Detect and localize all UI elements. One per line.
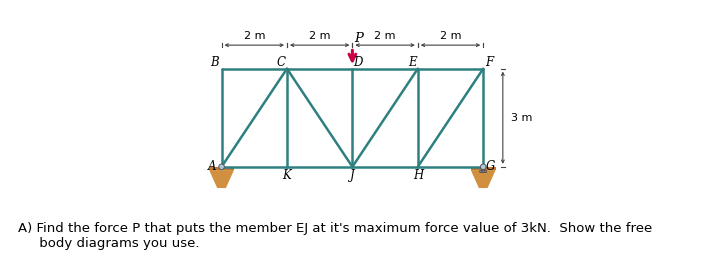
Circle shape: [480, 164, 486, 170]
Text: 2 m: 2 m: [440, 31, 461, 41]
Text: K: K: [282, 170, 291, 182]
Text: A: A: [208, 160, 217, 173]
Circle shape: [219, 164, 225, 170]
Text: 2 m: 2 m: [244, 31, 265, 41]
Text: C: C: [277, 56, 285, 69]
FancyBboxPatch shape: [470, 167, 495, 170]
Circle shape: [482, 170, 485, 173]
FancyBboxPatch shape: [209, 167, 234, 170]
Text: 2 m: 2 m: [309, 31, 330, 41]
Text: G: G: [485, 160, 495, 173]
Text: B: B: [210, 56, 219, 69]
Text: F: F: [485, 56, 493, 69]
Text: D: D: [354, 56, 363, 69]
Polygon shape: [470, 170, 495, 188]
Text: 3 m: 3 m: [511, 113, 533, 123]
Circle shape: [480, 170, 482, 173]
Text: 2 m: 2 m: [375, 31, 396, 41]
Text: H: H: [413, 170, 423, 182]
Text: E: E: [408, 56, 418, 69]
Polygon shape: [209, 170, 234, 188]
Text: P: P: [355, 32, 363, 45]
Text: J: J: [350, 170, 355, 182]
Text: A) Find the force P that puts the member EJ at it's maximum force value of 3kN. : A) Find the force P that puts the member…: [18, 222, 652, 250]
Circle shape: [484, 170, 487, 173]
